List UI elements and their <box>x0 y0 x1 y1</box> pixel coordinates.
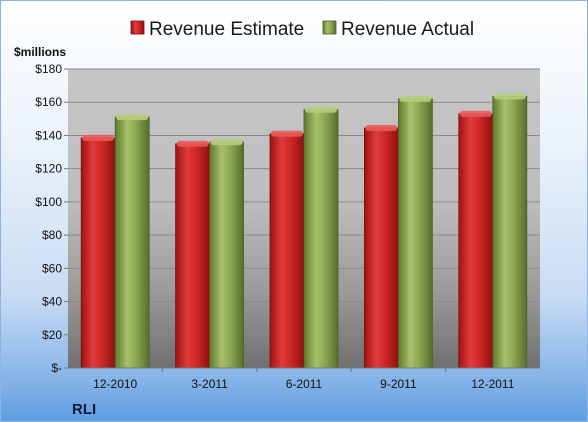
x-axis-ticks: 12-2010 3-2011 6-2011 9-2011 12-2011 <box>93 368 515 391</box>
y-tick-label: $180 <box>35 62 62 76</box>
bar-cap-revenue-actual-12-2011 <box>493 93 526 100</box>
bar-revenue-actual-12-2011 <box>492 96 528 369</box>
bar-revenue-actual-6-2011 <box>303 109 339 369</box>
bar-cap-revenue-estimate-9-2011 <box>365 124 398 131</box>
y-axis-unit-label: $millions <box>14 45 66 59</box>
bar-cap-revenue-actual-6-2011 <box>305 106 337 113</box>
x-tick-label: 12-2010 <box>93 377 137 391</box>
bar-revenue-actual-12-2010 <box>114 116 150 369</box>
bar-cap-revenue-estimate-12-2010 <box>82 134 115 141</box>
x-tick-label: 3-2011 <box>191 377 228 391</box>
bar-revenue-estimate-12-2010 <box>80 137 116 369</box>
bar-revenue-estimate-6-2011 <box>269 133 305 369</box>
y-tick-label: $60 <box>42 261 62 275</box>
x-tick-label: 6-2011 <box>286 377 323 391</box>
legend-swatch-revenue-estimate <box>130 20 145 35</box>
y-tick-label: $40 <box>42 295 62 309</box>
bars <box>80 93 528 369</box>
legend-swatch-revenue-actual <box>322 20 337 35</box>
x-tick-label: 12-2011 <box>471 377 514 391</box>
bar-cap-revenue-estimate-12-2011 <box>459 110 492 117</box>
bar-revenue-estimate-9-2011 <box>363 127 399 369</box>
y-tick-label: $140 <box>35 128 62 142</box>
bar-cap-revenue-actual-12-2010 <box>116 114 149 121</box>
y-tick-label: $120 <box>35 162 62 176</box>
bar-cap-revenue-estimate-3-2011 <box>176 140 209 147</box>
legend-label-revenue-actual: Revenue Actual <box>341 19 474 40</box>
legend-label-revenue-estimate: Revenue Estimate <box>149 19 304 40</box>
y-tick-label: $- <box>51 361 62 375</box>
y-tick-label: $80 <box>42 228 62 242</box>
legend: Revenue Estimate Revenue Actual <box>130 19 474 40</box>
y-axis-ticks: $- $20 $40 $60 $80 $100 $120 $140 $160 $180 <box>35 62 68 375</box>
bar-revenue-estimate-3-2011 <box>175 143 211 369</box>
y-tick-label: $100 <box>35 195 62 209</box>
bar-revenue-actual-9-2011 <box>397 98 433 369</box>
bar-cap-revenue-actual-9-2011 <box>399 95 432 102</box>
bar-revenue-actual-3-2011 <box>209 141 245 369</box>
company-label: RLI <box>72 401 96 418</box>
y-tick-label: $160 <box>35 95 62 109</box>
bar-cap-revenue-actual-3-2011 <box>210 139 243 146</box>
x-tick-label: 9-2011 <box>380 377 417 391</box>
bar-cap-revenue-estimate-6-2011 <box>271 130 303 137</box>
y-tick-label: $20 <box>42 328 62 342</box>
bar-revenue-estimate-12-2011 <box>458 113 494 369</box>
